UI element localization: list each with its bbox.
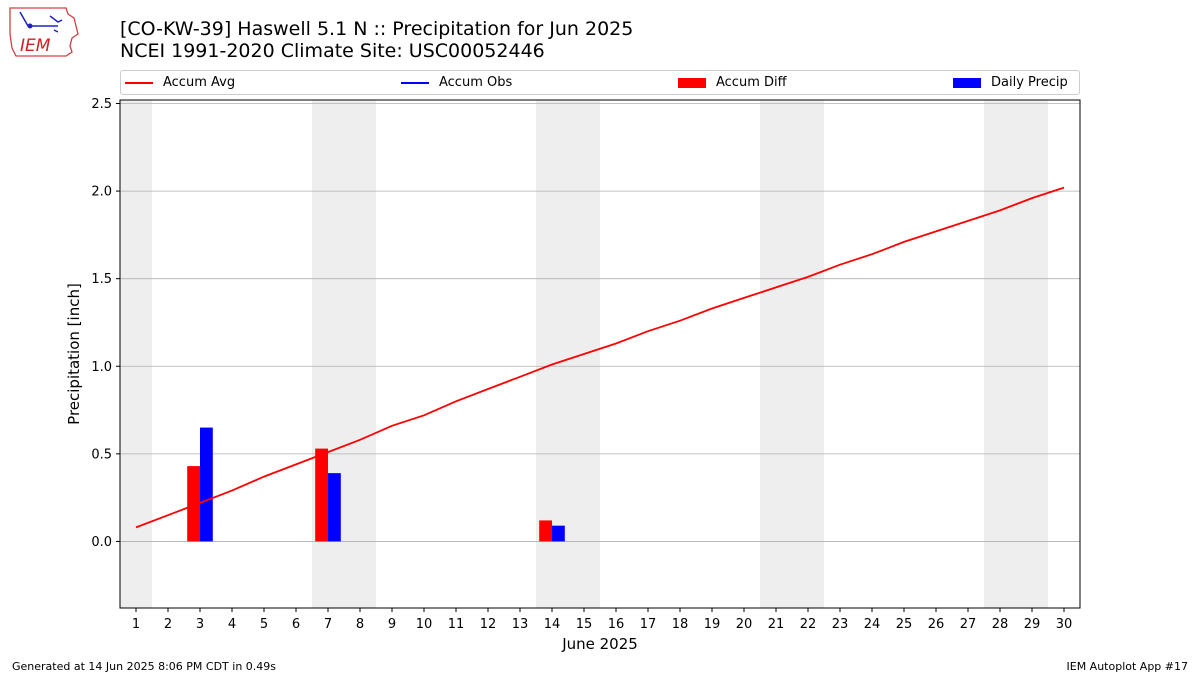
plot-frame — [119, 99, 1081, 609]
x-tick-label-12: 13 — [512, 617, 529, 632]
logo-text: IEM — [20, 36, 51, 56]
y-tick-label-4: 2.0 — [91, 185, 112, 200]
x-tick-label-21: 22 — [800, 617, 817, 632]
y-tick-label-3: 1.5 — [91, 272, 112, 287]
legend-label-accum-diff: Accum Diff — [716, 75, 787, 90]
bar-accum-diff-1 — [315, 448, 328, 542]
x-tick-label-20: 21 — [768, 617, 785, 632]
bar-daily-precip-2 — [552, 525, 565, 542]
y-tick-label-2: 1.0 — [91, 360, 112, 375]
chart-subtitle: NCEI 1991-2020 Climate Site: USC00052446 — [120, 40, 545, 62]
chart-title: [CO-KW-39] Haswell 5.1 N :: Precipitatio… — [120, 18, 634, 40]
x-tick-label-11: 12 — [480, 617, 497, 632]
x-tick-label-19: 20 — [736, 617, 753, 632]
x-tick-label-26: 27 — [960, 617, 977, 632]
x-tick-label-29: 30 — [1056, 617, 1073, 632]
app-credit: IEM Autoplot App #17 — [1066, 660, 1189, 673]
x-tick-label-27: 28 — [992, 617, 1009, 632]
iowa-outline-icon — [9, 7, 79, 57]
weekend-band-0 — [120, 100, 152, 608]
weather-vane-icon — [19, 11, 63, 33]
x-axis-label: June 2025 — [561, 635, 638, 653]
x-tick-label-5: 6 — [292, 617, 300, 632]
x-tick-label-14: 15 — [576, 617, 593, 632]
x-tick-label-6: 7 — [324, 617, 332, 632]
x-tick-label-0: 1 — [132, 617, 140, 632]
legend-swatch-accum-diff — [678, 77, 706, 88]
weekend-band-3 — [760, 100, 824, 608]
iem-logo: IEM — [9, 7, 79, 57]
x-tick-label-7: 8 — [356, 617, 364, 632]
y-tick-label-5: 2.5 — [91, 97, 112, 112]
legend-entry-daily-precip: Daily Precip — [953, 75, 1068, 90]
x-tick-label-23: 24 — [864, 617, 881, 632]
legend: Accum Avg Accum Obs Accum Diff Daily Pre… — [120, 70, 1080, 95]
axes: 0.00.51.01.52.02.51 2 3 4 5 6 7 8 9 10 11 12 13 14 15 1… — [91, 97, 1081, 632]
bar-accum-diff-2 — [539, 520, 552, 542]
grid-lines — [120, 103, 1080, 542]
x-tick-label-15: 16 — [608, 617, 625, 632]
lines — [135, 186, 1065, 529]
weekend-bands — [120, 100, 1048, 608]
rain-gauge-icon — [27, 23, 33, 29]
y-tick-label-1: 0.5 — [91, 447, 112, 462]
x-tick-label-25: 26 — [928, 617, 945, 632]
legend-label-daily-precip: Daily Precip — [991, 75, 1068, 90]
x-tick-label-24: 25 — [896, 617, 913, 632]
x-tick-label-9: 10 — [416, 617, 433, 632]
x-tick-label-4: 5 — [260, 617, 268, 632]
x-tick-label-18: 19 — [704, 617, 721, 632]
legend-label-accum-avg: Accum Avg — [163, 75, 236, 90]
legend-label-accum-obs: Accum Obs — [439, 75, 513, 90]
legend-swatch-accum-obs — [401, 81, 429, 84]
bar-accum-diff-0 — [187, 466, 200, 542]
legend-entry-accum-diff: Accum Diff — [678, 75, 787, 90]
line-accum-avg — [135, 186, 1065, 529]
bars — [187, 427, 565, 542]
x-tick-label-2: 3 — [196, 617, 204, 632]
y-axis-label: Precipitation [inch] — [65, 283, 83, 425]
legend-entry-accum-obs: Accum Obs — [401, 75, 512, 90]
x-tick-label-17: 18 — [672, 617, 689, 632]
x-tick-label-8: 9 — [388, 617, 396, 632]
x-tick-label-10: 11 — [448, 617, 465, 632]
x-tick-label-22: 23 — [832, 617, 849, 632]
bar-daily-precip-0 — [200, 427, 213, 542]
x-tick-label-1: 2 — [164, 617, 172, 632]
legend-swatch-accum-avg — [125, 81, 153, 84]
legend-entry-accum-avg: Accum Avg — [125, 75, 235, 90]
x-tick-label-16: 17 — [640, 617, 657, 632]
generated-timestamp: Generated at 14 Jun 2025 8:06 PM CDT in … — [12, 660, 277, 673]
bar-daily-precip-1 — [328, 473, 341, 542]
legend-swatch-daily-precip — [953, 77, 981, 88]
y-tick-label-0: 0.0 — [91, 535, 112, 550]
x-tick-label-3: 4 — [228, 617, 236, 632]
weekend-band-4 — [984, 100, 1048, 608]
x-tick-label-13: 14 — [544, 617, 561, 632]
x-tick-label-28: 29 — [1024, 617, 1041, 632]
